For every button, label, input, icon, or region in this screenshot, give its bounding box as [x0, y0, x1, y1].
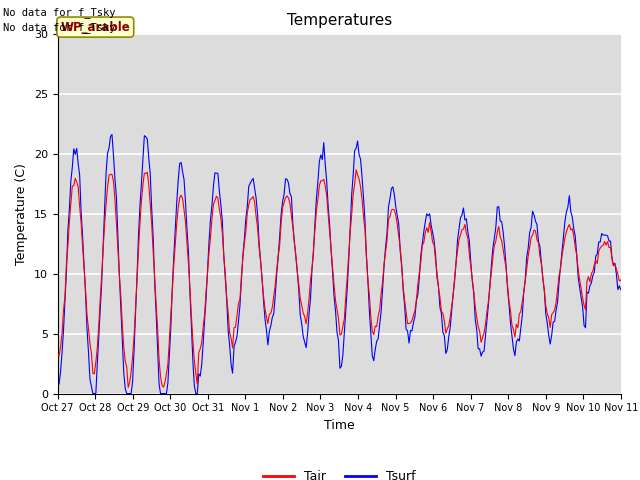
X-axis label: Time: Time — [324, 419, 355, 432]
Y-axis label: Temperature (C): Temperature (C) — [15, 163, 28, 264]
Text: No data for f_Tsky: No data for f_Tsky — [3, 22, 116, 33]
Text: No data for f_Tsky: No data for f_Tsky — [3, 7, 116, 18]
Legend: Tair, Tsurf: Tair, Tsurf — [258, 465, 420, 480]
Title: Temperatures: Temperatures — [287, 13, 392, 28]
Text: WP_arable: WP_arable — [60, 21, 130, 34]
